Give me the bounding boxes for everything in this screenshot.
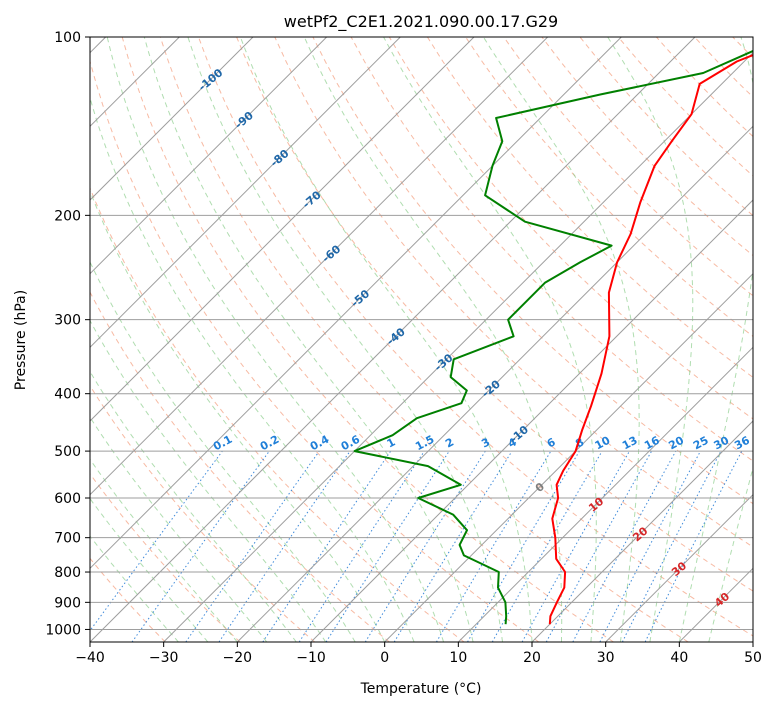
x-tick-label: −20 (223, 650, 253, 666)
x-tick-label: −30 (149, 650, 179, 666)
y-tick-label: 100 (54, 30, 81, 46)
x-axis-label: Temperature (°C) (360, 681, 482, 697)
x-tick-label: 40 (670, 650, 688, 666)
x-tick-label: −40 (75, 650, 105, 666)
chart-title: wetPf2_C2E1.2021.090.00.17.G29 (284, 12, 558, 32)
y-axis-label: Pressure (hPa) (13, 290, 29, 390)
x-tick-label: 20 (523, 650, 541, 666)
y-tick-label: 200 (54, 208, 81, 224)
x-tick-label: 0 (380, 650, 389, 666)
x-tick-label: −10 (296, 650, 326, 666)
y-tick-label: 600 (54, 491, 81, 507)
dry-adiabat (771, 37, 775, 642)
y-tick-label: 300 (54, 313, 81, 329)
y-tick-label: 500 (54, 444, 81, 460)
x-tick-label: 30 (597, 650, 615, 666)
x-tick-label: 10 (449, 650, 467, 666)
x-axis: −40 −30 −20 −10 0 10 20 30 40 50 (75, 642, 762, 666)
y-tick-label: 400 (54, 387, 81, 403)
y-tick-label: 700 (54, 531, 81, 547)
x-tick-label: 50 (744, 650, 762, 666)
isotherm-line (753, 37, 775, 642)
y-tick-label: 1000 (45, 622, 81, 638)
y-tick-label: 900 (54, 595, 81, 611)
y-tick-label: 800 (54, 565, 81, 581)
y-axis: 100 200 300 400 500 600 700 800 900 1000 (45, 30, 90, 638)
